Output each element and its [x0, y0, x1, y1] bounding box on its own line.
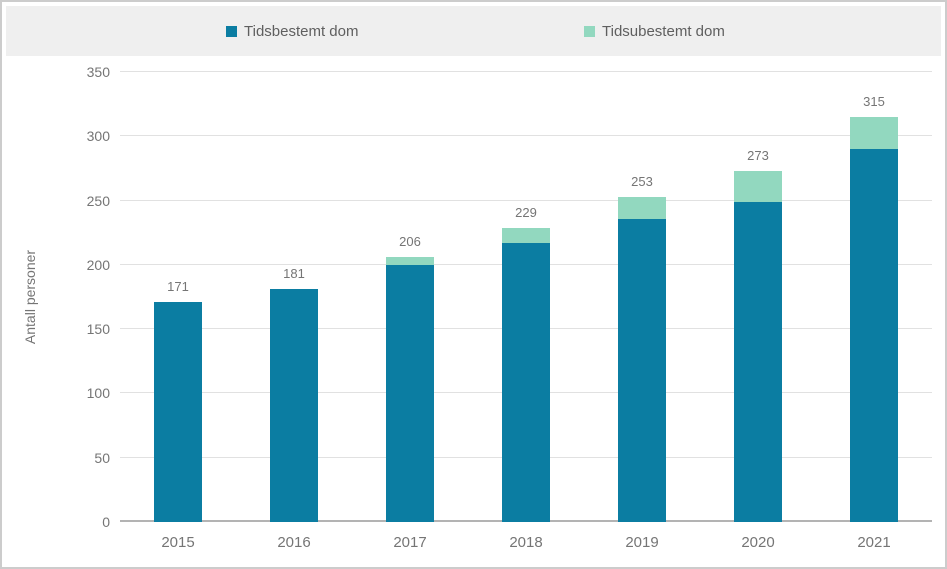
bar-total-label-2018: 229 — [515, 204, 537, 220]
bar-cell-2017: 206 — [352, 72, 468, 522]
y-tick-label-350: 350 — [86, 64, 110, 80]
bar-total-label-2019: 253 — [631, 173, 653, 189]
bar-total-label-2021: 315 — [863, 94, 885, 109]
x-tick-label-2021: 2021 — [857, 534, 891, 551]
y-axis-tick-labels: 0 50 100 150 200 250 300 350 — [2, 64, 110, 530]
bar-total-label-2017: 206 — [399, 234, 421, 250]
gridline-300 — [120, 135, 932, 137]
y-tick-label-200: 200 — [86, 256, 110, 273]
bar-stack-2016 — [270, 289, 318, 522]
bar-2016-tidsbestemt-dom[interactable] — [270, 289, 318, 522]
x-tick-label-2016: 2016 — [277, 534, 311, 551]
bar-2019-tidsbestemt-dom[interactable] — [618, 218, 666, 522]
legend-swatch-tidsubestemt-icon — [584, 25, 595, 37]
bar-stack-2021 — [850, 117, 898, 522]
bar-cell-2020: 273 — [700, 72, 816, 522]
legend-item-tidsbestemt[interactable]: Tidsbestemt dom — [226, 6, 359, 56]
x-tick-label-2018: 2018 — [509, 534, 543, 551]
bar-2017-tidsbestemt-dom[interactable] — [386, 264, 434, 522]
x-tick-label-2015: 2015 — [161, 534, 195, 551]
bar-2018-tidsubestemt-dom[interactable] — [502, 227, 550, 243]
x-tick-label-2017: 2017 — [393, 534, 427, 551]
y-tick-label-50: 50 — [94, 449, 110, 466]
bar-stack-2015 — [154, 302, 202, 522]
bar-2018-tidsbestemt-dom[interactable] — [502, 243, 550, 522]
legend-label-tidsbestemt: Tidsbestemt dom — [244, 22, 359, 40]
gridline-250 — [120, 199, 932, 201]
y-tick-label-250: 250 — [86, 192, 110, 209]
bar-stack-2017 — [386, 257, 434, 522]
bar-2021-tidsbestemt-dom[interactable] — [850, 149, 898, 522]
y-tick-label-100: 100 — [86, 385, 110, 402]
gridline-350 — [120, 71, 932, 72]
bar-2020-tidsbestemt-dom[interactable] — [734, 201, 782, 522]
y-tick-label-0: 0 — [102, 514, 110, 530]
bar-cell-2019: 253 — [584, 72, 700, 522]
bar-2017-tidsubestemt-dom[interactable] — [386, 257, 434, 265]
bar-cell-2016: 181 — [236, 72, 352, 522]
plot-area: 2015 171 2016 181 2017 206 2018 229 2019 253 2020 2… — [120, 71, 932, 551]
bar-total-label-2020: 273 — [747, 148, 769, 163]
bar-2020-tidsubestemt-dom[interactable] — [734, 171, 782, 202]
bar-cell-2015: 171 — [120, 72, 236, 522]
bar-total-label-2016: 181 — [283, 266, 305, 282]
bar-2021-tidsubestemt-dom[interactable] — [850, 117, 898, 150]
chart-legend: Tidsbestemt dom Tidsubestemt dom — [6, 6, 941, 56]
bar-2015-tidsbestemt-dom[interactable] — [154, 302, 202, 522]
y-tick-label-150: 150 — [86, 321, 110, 338]
bar-cell-2018: 229 — [468, 72, 584, 522]
bar-stack-2018 — [502, 227, 550, 522]
bar-total-label-2015: 171 — [167, 279, 189, 295]
bar-cell-2021: 315 — [816, 72, 932, 522]
x-tick-label-2020: 2020 — [741, 534, 775, 551]
bar-2019-tidsubestemt-dom[interactable] — [618, 196, 666, 219]
bar-stack-2019 — [618, 196, 666, 522]
legend-item-tidsubestemt[interactable]: Tidsubestemt dom — [584, 6, 725, 56]
y-tick-label-300: 300 — [86, 128, 110, 145]
legend-label-tidsubestemt: Tidsubestemt dom — [602, 22, 725, 40]
bar-stack-2020 — [734, 171, 782, 522]
legend-swatch-tidsbestemt-icon — [226, 25, 237, 37]
x-tick-label-2019: 2019 — [625, 534, 659, 551]
